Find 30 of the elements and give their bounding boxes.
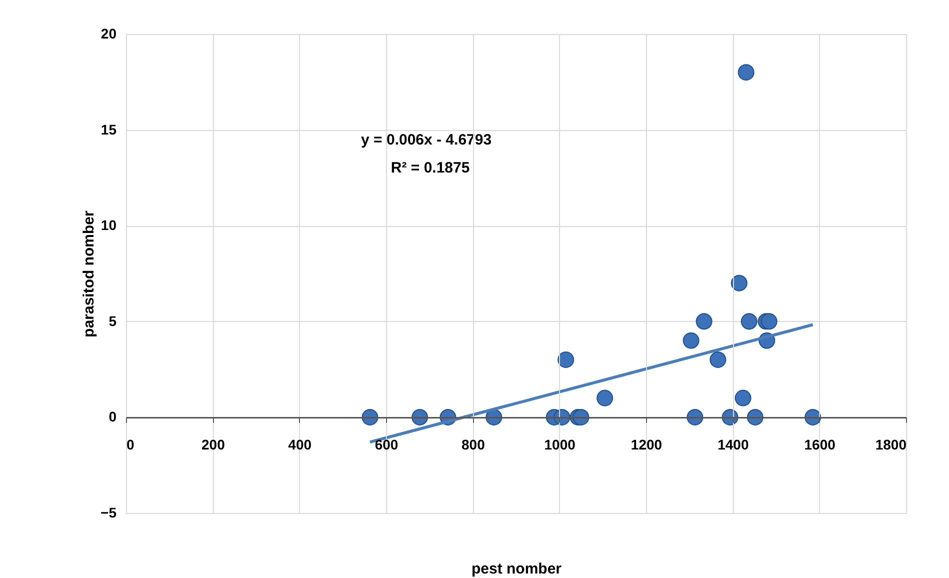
x-tick-label: 600 [374, 436, 398, 453]
point [740, 313, 758, 330]
point [760, 313, 778, 330]
point [734, 390, 752, 406]
point [682, 332, 700, 349]
x-tick-label: 1200 [630, 436, 662, 453]
x-tick-label: 200 [201, 436, 226, 453]
y-tick-label: −5 [100, 504, 117, 520]
y-tick-label: 10 [100, 217, 117, 234]
point [558, 351, 574, 368]
x-tick-label: 1400 [718, 436, 749, 453]
x-tick-label: 1000 [544, 436, 576, 453]
y-tick-label: 20 [100, 26, 117, 42]
point [730, 274, 748, 292]
x-tick-label: 800 [461, 436, 486, 453]
annotation: y = 0.006x - 4.6793 [361, 131, 492, 148]
x-tick-label: 400 [288, 436, 312, 453]
point [710, 351, 726, 368]
point [696, 313, 712, 330]
x-axis-title: pest nomber [471, 560, 562, 578]
y-tick-label: 0 [108, 408, 117, 425]
x-tick-label: 1800 [875, 436, 907, 453]
point [738, 64, 754, 81]
point [596, 390, 614, 406]
y-axis-title: parasitod nomber [80, 210, 98, 338]
x-tick-label: 0 [126, 436, 134, 453]
annotation: R² = 0.1875 [390, 159, 470, 176]
x-tick-label: 1600 [804, 436, 836, 453]
y-tick-label: 15 [100, 121, 117, 138]
y-tick-label: 5 [108, 312, 117, 329]
